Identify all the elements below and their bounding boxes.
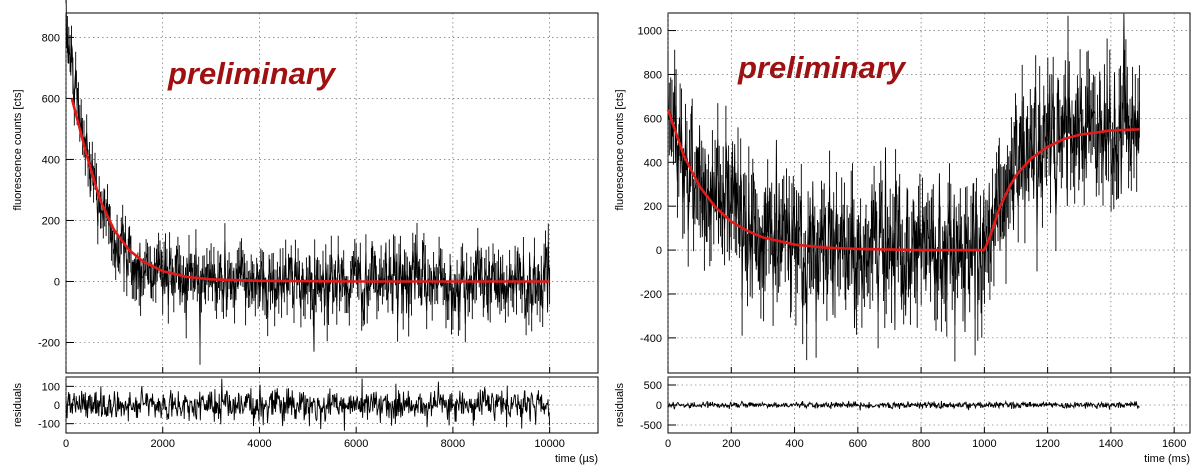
right-y-tick-label-7: 1000	[638, 26, 662, 38]
left-x-tick-label-5: 10000	[534, 438, 565, 450]
right-y-tick-label-0: -400	[640, 333, 662, 345]
right-res-y-tick-label-1: 0	[656, 400, 662, 412]
right-fit-curve	[666, 109, 1140, 252]
left-x-tick-label-1: 2000	[150, 438, 174, 450]
left-x-tick-label-2: 4000	[247, 438, 271, 450]
right-x-tick-label-1: 200	[722, 438, 740, 450]
right-residuals-label: residuals	[614, 382, 626, 427]
left-x-tick-label-4: 8000	[441, 438, 465, 450]
left-data-trace	[65, 0, 551, 352]
left-res-y-tick-label-1: 0	[54, 400, 60, 412]
left-x-tick-label-3: 6000	[344, 438, 368, 450]
right-y-tick-label-1: -200	[640, 289, 662, 301]
right-y-axis-label: fluorescence counts [cts]	[614, 89, 626, 210]
chart-left: preliminary fluorescence counts [cts] re…	[12, 0, 599, 465]
right-y-tick-label-3: 200	[644, 201, 662, 213]
right-y-tick-label-6: 800	[644, 69, 662, 81]
right-x-tick-label-0: 0	[665, 438, 671, 450]
left-error-bars	[65, 0, 551, 365]
left-x-axis-label: time (µs)	[555, 453, 598, 465]
left-y-axis-label: fluorescence counts [cts]	[12, 89, 24, 210]
left-y-tick-label-2: 200	[42, 215, 60, 227]
chart-right: preliminary fluorescence counts [cts] re…	[614, 12, 1191, 465]
right-x-tick-label-2: 400	[785, 438, 803, 450]
right-res-y-tick-label-0: -500	[640, 420, 662, 432]
left-res-y-tick-label-2: 100	[42, 381, 60, 393]
left-y-tick-label-3: 400	[42, 154, 60, 166]
left-residuals-label: residuals	[12, 382, 24, 427]
left-y-tick-label-5: 800	[42, 32, 60, 44]
left-y-tick-label-1: 0	[54, 276, 60, 288]
right-x-tick-label-7: 1400	[1099, 438, 1123, 450]
right-x-axis-label: time (ms)	[1144, 453, 1190, 465]
left-res-y-tick-label-0: -100	[38, 419, 60, 431]
right-x-tick-label-6: 1200	[1035, 438, 1059, 450]
right-y-tick-label-4: 400	[644, 157, 662, 169]
right-watermark: preliminary	[737, 50, 907, 85]
left-fit-curve	[70, 98, 550, 283]
right-data-trace	[667, 13, 1140, 333]
right-residuals-trace	[667, 399, 1140, 411]
right-x-tick-label-5: 1000	[972, 438, 996, 450]
right-x-tick-label-3: 600	[849, 438, 867, 450]
right-y-tick-label-5: 600	[644, 113, 662, 125]
left-watermark: preliminary	[167, 56, 337, 91]
left-y-tick-label-0: -200	[38, 337, 60, 349]
right-res-y-tick-label-2: 500	[644, 380, 662, 392]
left-residuals-trace	[65, 378, 551, 431]
right-x-tick-label-4: 800	[912, 438, 930, 450]
left-y-tick-label-4: 600	[42, 93, 60, 105]
left-x-tick-label-0: 0	[63, 438, 69, 450]
right-x-tick-label-8: 1600	[1162, 438, 1186, 450]
right-y-tick-label-2: 0	[656, 245, 662, 257]
